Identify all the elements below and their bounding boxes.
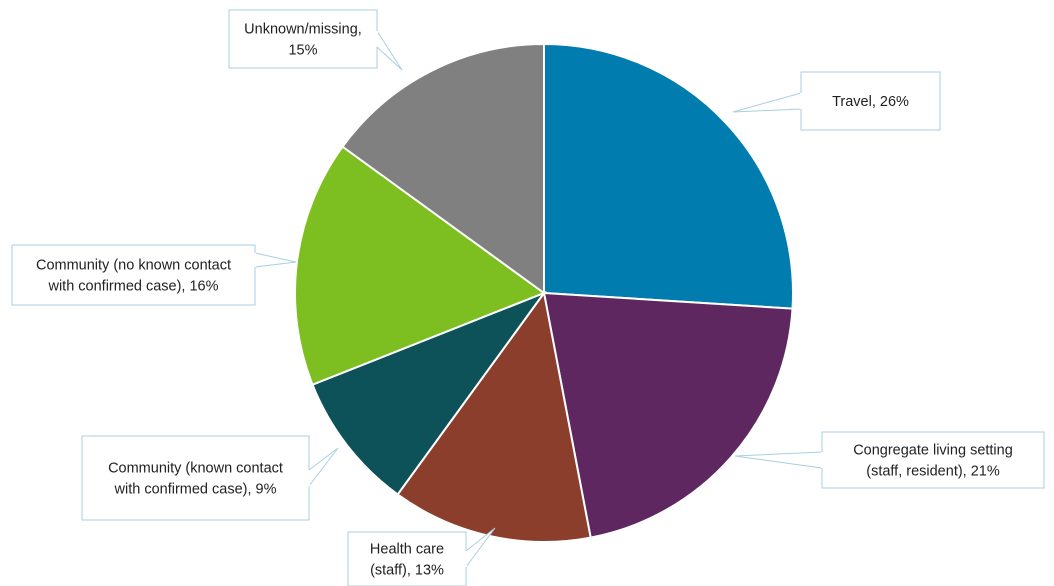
slice-label: Unknown/missing, 15% (228, 9, 378, 69)
slice-label-text: (staff), 13% (370, 563, 444, 579)
pie-slices (294, 42, 794, 543)
slice-label-text: Congregate living setting (853, 443, 1013, 459)
label-box (11, 244, 256, 306)
slice-label-text: (staff, resident), 21% (866, 464, 1000, 480)
label-box (347, 531, 467, 586)
slice-label: Community (no known contact with confirme… (11, 244, 256, 306)
slice-label-text: 15% (288, 43, 317, 59)
pie-slice-travel (543, 42, 794, 310)
slice-label: Health care (staff), 13% (347, 531, 467, 586)
leader-lines (254, 29, 823, 569)
slice-label: Community (known contact with confirmed c… (81, 435, 310, 521)
label-box (81, 435, 310, 521)
slice-label-text: Community (no known contact (36, 258, 231, 274)
pie-slice-congregate-living-setting-staff-resident (542, 291, 794, 539)
pie-slice-community-known-contact-with-confirmed-case (311, 290, 547, 496)
slice-label: Travel, 26% (800, 71, 941, 131)
pie-slice-health-care-staff (396, 290, 592, 543)
label-leader (376, 29, 403, 71)
slice-label-text: Travel, 26% (832, 94, 909, 110)
slice-label-text: Community (known contact (108, 461, 283, 477)
slice-label: Congregate living setting (staff, residen… (821, 431, 1045, 489)
label-leader (732, 92, 802, 113)
slice-label-text: Unknown/missing, (244, 22, 362, 38)
pie-slice-unknown-missing (341, 42, 545, 295)
label-leader (734, 451, 823, 469)
label-leader (308, 447, 339, 488)
slice-label-text: with confirmed case), 9% (114, 482, 277, 498)
label-box (800, 71, 941, 131)
label-box (228, 9, 378, 69)
pie-slice-community-no-known-contact-with-confirmed-case (294, 145, 547, 386)
label-box (821, 431, 1045, 489)
label-leader (254, 252, 297, 268)
slice-label-text: Health care (370, 542, 444, 558)
slice-label-text: with confirmed case), 16% (47, 279, 218, 295)
slice-labels: Travel, 26% Congregate living setting (sta… (11, 9, 1045, 586)
